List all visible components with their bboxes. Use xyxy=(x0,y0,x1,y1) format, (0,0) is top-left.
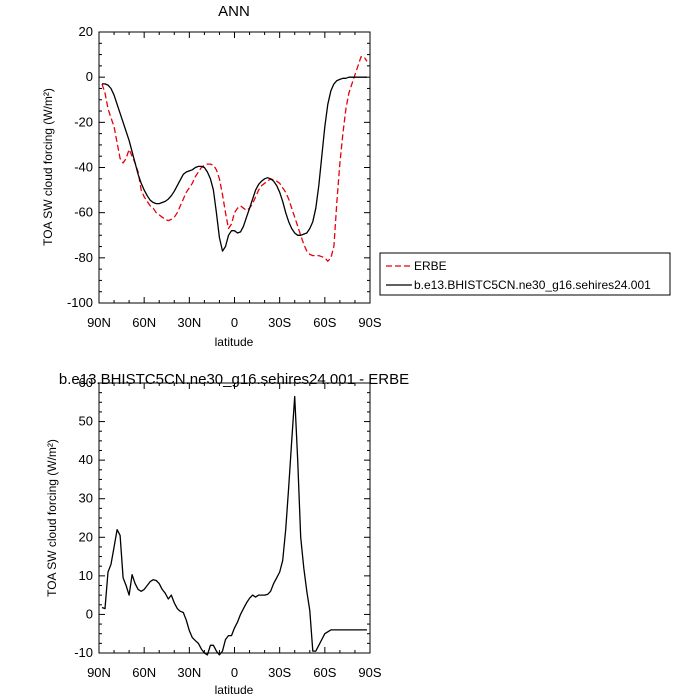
top-series-line-1 xyxy=(102,76,367,252)
bottom-y-axis: -10 0 10 20 30 40 50 60 xyxy=(74,375,370,660)
bottom-x-tick-label: 0 xyxy=(231,665,238,680)
top-y-tick-label: -60 xyxy=(74,205,93,220)
bottom-y-tick-label: 30 xyxy=(79,491,93,506)
bottom-chart: b.e13.BHISTC5CN.ne30_g16.sehires24.001 -… xyxy=(45,371,409,697)
bottom-series-line-0 xyxy=(101,395,367,656)
top-x-tick-label: 30N xyxy=(177,315,201,330)
legend-box xyxy=(379,252,671,296)
bottom-y-tick-label: 60 xyxy=(79,375,93,390)
top-series-group xyxy=(101,56,368,262)
top-chart: ANN -100 -80 -60 -40 -20 0 20 90N 60N 30N 0 30S 60S… xyxy=(41,3,382,349)
top-y-tick-label: -80 xyxy=(74,250,93,265)
bottom-x-axis: 90N 60N 30N 0 30S 60S 90S xyxy=(87,383,382,680)
top-y-tick-label: -20 xyxy=(74,114,93,129)
bottom-plot-frame xyxy=(98,382,371,654)
top-y-tick-label: -40 xyxy=(74,160,93,175)
top-chart-title: ANN xyxy=(218,3,250,20)
bottom-y-tick-label: 0 xyxy=(86,606,93,621)
bottom-series-group xyxy=(101,395,367,656)
top-x-axis-label: latitude xyxy=(215,335,254,349)
bottom-chart-title: b.e13.BHISTC5CN.ne30_g16.sehires24.001 -… xyxy=(59,371,409,388)
top-plot-frame xyxy=(98,31,371,304)
bottom-y-tick-label: 20 xyxy=(79,529,93,544)
top-x-tick-label: 60N xyxy=(132,315,156,330)
bottom-x-tick-label: 30S xyxy=(268,665,291,680)
legend: ERBE b.e13.BHISTC5CN.ne30_g16.sehires24.… xyxy=(379,252,671,296)
top-y-axis: -100 -80 -60 -40 -20 0 20 xyxy=(67,24,370,310)
bottom-x-tick-label: 60S xyxy=(313,665,336,680)
bottom-x-tick-label: 90N xyxy=(87,665,111,680)
top-x-tick-label: 0 xyxy=(231,315,238,330)
legend-erbe-label: ERBE xyxy=(414,259,447,273)
bottom-y-tick-label: -10 xyxy=(74,645,93,660)
top-y-tick-label: 20 xyxy=(79,24,93,39)
legend-model-label: b.e13.BHISTC5CN.ne30_g16.sehires24.001 xyxy=(414,278,651,292)
bottom-y-tick-label: 10 xyxy=(79,568,93,583)
bottom-x-tick-label: 30N xyxy=(177,665,201,680)
bottom-x-axis-label: latitude xyxy=(215,683,254,697)
top-x-axis: 90N 60N 30N 0 30S 60S 90S xyxy=(87,32,382,330)
top-y-axis-label: TOA SW cloud forcing (W/m²) xyxy=(41,88,55,246)
bottom-x-tick-label: 90S xyxy=(358,665,381,680)
top-x-tick-label: 90N xyxy=(87,315,111,330)
top-y-tick-label: -100 xyxy=(67,295,93,310)
top-y-tick-label: 0 xyxy=(86,69,93,84)
bottom-y-tick-label: 40 xyxy=(79,452,93,467)
bottom-y-axis-label: TOA SW cloud forcing (W/m²) xyxy=(45,439,59,597)
bottom-y-tick-label: 50 xyxy=(79,414,93,429)
top-x-tick-label: 30S xyxy=(268,315,291,330)
top-x-tick-label: 60S xyxy=(313,315,336,330)
top-x-tick-label: 90S xyxy=(358,315,381,330)
bottom-x-tick-label: 60N xyxy=(132,665,156,680)
top-series-line-0 xyxy=(101,56,368,262)
